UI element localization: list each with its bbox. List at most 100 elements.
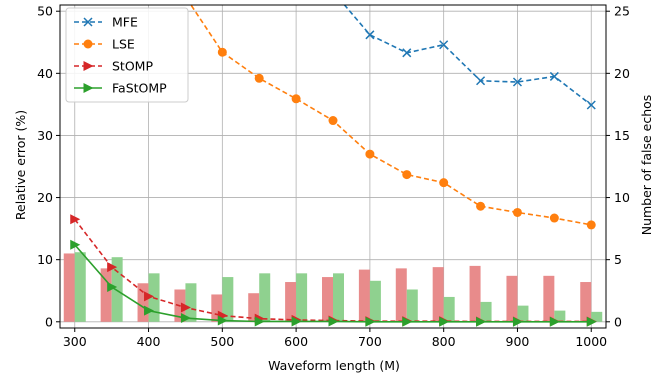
point: [70, 214, 81, 225]
point: [365, 316, 376, 327]
point: [549, 316, 560, 327]
point: [291, 94, 301, 104]
y-tick-label-left: 20: [37, 190, 53, 205]
point-stroke: [402, 48, 412, 58]
point: [254, 316, 265, 327]
point-stroke: [549, 71, 559, 81]
x-tick-label: 700: [358, 334, 382, 349]
bar: [395, 268, 407, 322]
bar: [580, 282, 592, 322]
point: [107, 262, 118, 273]
bar: [74, 252, 86, 322]
point: [439, 316, 450, 327]
point: [328, 316, 339, 327]
legend-box: [65, 7, 189, 103]
series-line: [343, 5, 592, 106]
point: [512, 207, 522, 217]
x-tick-label: 900: [506, 334, 530, 349]
point: [83, 17, 93, 27]
legend-item-stomp: StOMP: [74, 59, 153, 74]
bar: [333, 273, 344, 322]
bar: [211, 294, 223, 322]
point: [476, 201, 486, 211]
bar: [185, 283, 197, 322]
bar-layer: [63, 252, 603, 322]
point: [107, 282, 118, 293]
x-tick-label: 600: [284, 334, 308, 349]
legend-label: MFE: [112, 15, 138, 30]
legend-label: StOMP: [112, 59, 153, 74]
bar: [63, 253, 75, 322]
point-stroke: [439, 40, 449, 50]
y-axis-label-left: Relative error (%): [13, 110, 28, 220]
bar: [322, 277, 333, 322]
legend-label: LSE: [112, 37, 135, 52]
axis-layer: 300 400 500 600 700 800 900 1000010203040500510…: [37, 4, 630, 349]
x-tick-label: 400: [137, 334, 161, 349]
point: [476, 316, 487, 327]
x-tick-label: 800: [432, 334, 456, 349]
bar: [517, 305, 529, 322]
point-stroke: [586, 100, 596, 110]
series-line: [190, 5, 592, 226]
point: [439, 40, 449, 50]
bar: [296, 273, 308, 322]
bar: [137, 283, 149, 322]
point: [254, 73, 264, 83]
bar: [259, 273, 271, 322]
point: [217, 47, 227, 57]
bar: [443, 296, 455, 322]
line-layer: [70, 5, 597, 327]
y-tick-label-left: 30: [37, 128, 53, 143]
bar: [480, 301, 492, 322]
bar: [543, 275, 555, 322]
bar: [554, 310, 566, 322]
point-stroke: [83, 17, 93, 27]
point: [365, 149, 375, 159]
point: [549, 71, 559, 81]
point: [512, 77, 522, 87]
point: [83, 61, 94, 71]
bar: [248, 293, 260, 322]
plot-frame: [59, 4, 607, 329]
point-stroke: [476, 76, 486, 86]
point: [217, 315, 228, 326]
bar: [285, 282, 297, 322]
y-tick-label-right: 15: [614, 128, 630, 143]
point: [83, 83, 94, 93]
point: [402, 316, 413, 327]
bar: [100, 268, 112, 322]
point: [83, 39, 93, 49]
grid: [60, 5, 606, 328]
point: [328, 116, 338, 126]
x-tick-label: 1000: [575, 334, 607, 349]
y-tick-label-right: 5: [614, 252, 622, 267]
point: [439, 178, 449, 188]
legend-item-fastomp: FaStOMP: [74, 81, 167, 96]
point: [586, 100, 596, 110]
bar: [222, 277, 234, 322]
y-tick-label-left: 0: [45, 314, 53, 329]
series-mfe: [343, 5, 596, 110]
bar: [406, 289, 418, 322]
point: [402, 170, 412, 180]
point: [180, 313, 191, 324]
x-tick-label: 500: [210, 334, 234, 349]
legend-item-mfe: MFE: [74, 15, 138, 30]
point-stroke: [512, 77, 522, 87]
x-tick-label: 300: [63, 334, 87, 349]
point: [144, 291, 155, 302]
x-axis-label: Waveform length (M): [268, 358, 400, 373]
y-tick-label-left: 10: [37, 252, 53, 267]
point: [512, 316, 523, 327]
y-tick-label-right: 0: [614, 314, 622, 329]
point: [586, 316, 597, 327]
bar: [506, 275, 518, 322]
point: [180, 302, 191, 313]
bar: [111, 257, 123, 322]
bar: [591, 311, 603, 322]
y-tick-label-right: 20: [614, 66, 630, 81]
point-stroke: [365, 30, 375, 40]
point: [476, 76, 486, 86]
